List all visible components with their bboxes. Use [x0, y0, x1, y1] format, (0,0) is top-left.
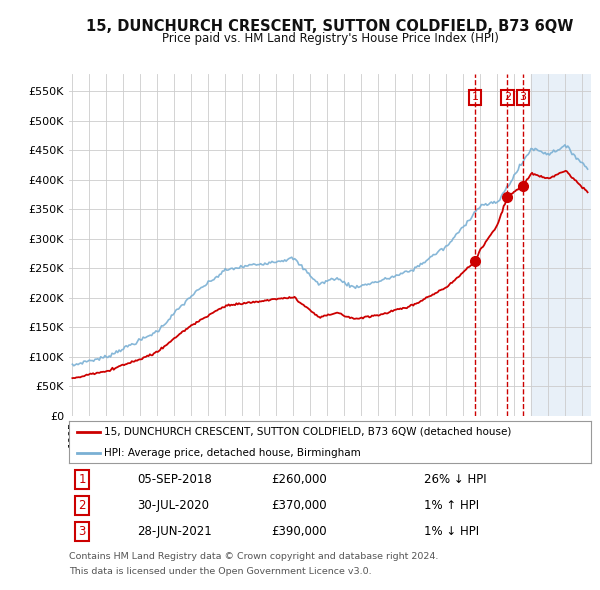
Text: Price paid vs. HM Land Registry's House Price Index (HPI): Price paid vs. HM Land Registry's House … [161, 32, 499, 45]
Bar [532, 74, 591, 416]
Text: 28-JUN-2021: 28-JUN-2021 [137, 525, 212, 538]
Text: Contains HM Land Registry data © Crown copyright and database right 2024.: Contains HM Land Registry data © Crown c… [69, 552, 439, 561]
Text: 2: 2 [78, 499, 86, 512]
Text: 1% ↓ HPI: 1% ↓ HPI [424, 525, 479, 538]
Text: 3: 3 [79, 525, 86, 538]
Text: 1% ↑ HPI: 1% ↑ HPI [424, 499, 479, 512]
Text: £260,000: £260,000 [271, 473, 326, 486]
Text: 1: 1 [472, 93, 478, 102]
Text: 15, DUNCHURCH CRESCENT, SUTTON COLDFIELD, B73 6QW (detached house): 15, DUNCHURCH CRESCENT, SUTTON COLDFIELD… [104, 427, 512, 437]
Text: This data is licensed under the Open Government Licence v3.0.: This data is licensed under the Open Gov… [69, 566, 371, 575]
Text: 15, DUNCHURCH CRESCENT, SUTTON COLDFIELD, B73 6QW: 15, DUNCHURCH CRESCENT, SUTTON COLDFIELD… [86, 19, 574, 34]
Text: 1: 1 [78, 473, 86, 486]
Text: £390,000: £390,000 [271, 525, 326, 538]
Text: £370,000: £370,000 [271, 499, 326, 512]
Text: 05-SEP-2018: 05-SEP-2018 [137, 473, 212, 486]
Text: 30-JUL-2020: 30-JUL-2020 [137, 499, 209, 512]
Text: 2: 2 [504, 93, 511, 102]
Text: 26% ↓ HPI: 26% ↓ HPI [424, 473, 487, 486]
Text: 3: 3 [520, 93, 526, 102]
Text: HPI: Average price, detached house, Birmingham: HPI: Average price, detached house, Birm… [104, 448, 361, 458]
